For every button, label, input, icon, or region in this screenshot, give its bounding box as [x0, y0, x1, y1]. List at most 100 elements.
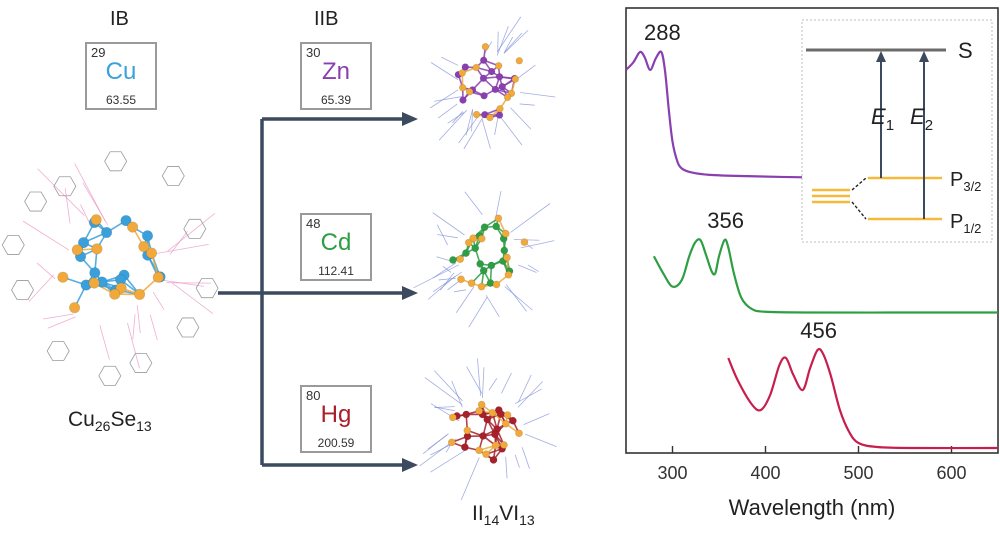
element-cd-number: 48 [306, 216, 321, 231]
atom [501, 419, 510, 428]
arrowhead-cd [402, 286, 418, 300]
p12-label: P1/2 [950, 211, 981, 236]
peak-label-456: 456 [800, 318, 837, 343]
atom [479, 432, 487, 440]
ligand-bond [501, 372, 512, 394]
atom [494, 214, 503, 223]
ligand-bond [518, 264, 537, 273]
ligand-bond [430, 450, 465, 473]
ligand-bond [64, 188, 71, 224]
ligand-bond [510, 107, 532, 130]
branch-arrows [218, 117, 404, 467]
atom [101, 226, 113, 239]
ligand-bond [437, 234, 458, 239]
ligand-bond [517, 381, 543, 408]
ligand-bond [520, 92, 556, 98]
ligand-bond [521, 447, 530, 469]
x-tick-label: 600 [936, 463, 966, 483]
ligand-bond [437, 103, 458, 119]
atom [460, 443, 469, 452]
ligand-bond [497, 113, 523, 146]
ligand-bond [451, 380, 463, 408]
atom [138, 241, 150, 253]
ligand-bond [525, 433, 557, 447]
energy-level-inset: S E1 E2 P3/2 P1/2 [801, 19, 993, 243]
element-cd-mass: 112.41 [318, 264, 354, 278]
atom [500, 246, 509, 255]
ligand-bond [438, 109, 468, 141]
ligand-bond [430, 444, 451, 456]
ligand-bond [497, 16, 522, 52]
ligand-bond [436, 224, 448, 246]
phenyl-ring [195, 278, 219, 299]
ligand-bond [477, 358, 481, 396]
atom [461, 63, 470, 71]
atom [134, 288, 146, 300]
ligand-bond [136, 305, 141, 334]
atom [479, 74, 488, 82]
atom [471, 244, 480, 253]
ligand-bond [447, 112, 465, 124]
atom [57, 271, 69, 283]
plot-frame [625, 7, 999, 454]
ligand-bond [519, 103, 535, 106]
atom [463, 426, 472, 435]
atom [477, 400, 486, 409]
atom [486, 113, 494, 122]
group-iib-label: IIB [314, 8, 339, 30]
element-cu-box: 29 Cu 63.55 [85, 42, 157, 110]
ligand-bond [481, 118, 491, 149]
ligand-bond [74, 163, 106, 222]
ligand-bond [452, 111, 464, 124]
element-hg-symbol: Hg [320, 401, 352, 428]
atom [491, 441, 500, 450]
atom [475, 446, 483, 455]
atom [491, 85, 499, 94]
atom [503, 93, 512, 102]
ligand-bond [22, 220, 70, 251]
atom [472, 110, 481, 119]
phenyl-ring [98, 365, 122, 386]
atom [477, 234, 486, 243]
atom [77, 237, 90, 249]
ligand-bond [527, 264, 539, 272]
atom [457, 275, 465, 284]
atom [481, 42, 490, 51]
ligand-bond [510, 203, 551, 233]
element-hg-box: 80 Hg 200.59 [300, 385, 372, 453]
element-cd-box: 48 Cd 112.41 [300, 213, 372, 281]
arrowhead-zn [402, 112, 418, 126]
ligand-bond [434, 96, 463, 102]
ligand-bond [453, 289, 467, 293]
s-level-label: S [958, 38, 973, 63]
ligand-bond [430, 89, 459, 109]
atom [469, 234, 478, 243]
reaction-scheme [1, 16, 557, 501]
element-zn-symbol: Zn [321, 58, 350, 85]
split-dash-down [851, 201, 867, 220]
ligand-bond [471, 109, 473, 132]
ligand-bond [505, 284, 527, 312]
inset-frame [801, 19, 993, 243]
ligand-bond [523, 413, 550, 425]
product-formula: II14VI13 [472, 502, 535, 529]
atom [152, 271, 164, 283]
atom [475, 407, 483, 415]
atom [483, 415, 492, 424]
ligand-bond [167, 213, 216, 252]
element-hg-number: 80 [306, 388, 321, 403]
atom [91, 243, 103, 255]
arrowhead-hg [402, 458, 418, 472]
ligand-bond [432, 262, 456, 279]
ligand-bond [432, 212, 465, 236]
ligand-bond [438, 277, 456, 281]
atom [90, 214, 102, 226]
ligand-bond [432, 271, 462, 293]
ligand-bond [504, 32, 523, 52]
atom [120, 215, 132, 227]
ligand-bond [463, 113, 486, 150]
cd-cluster-model [413, 191, 555, 328]
ligand-bond [518, 374, 532, 403]
e2-label: E2 [910, 104, 933, 134]
